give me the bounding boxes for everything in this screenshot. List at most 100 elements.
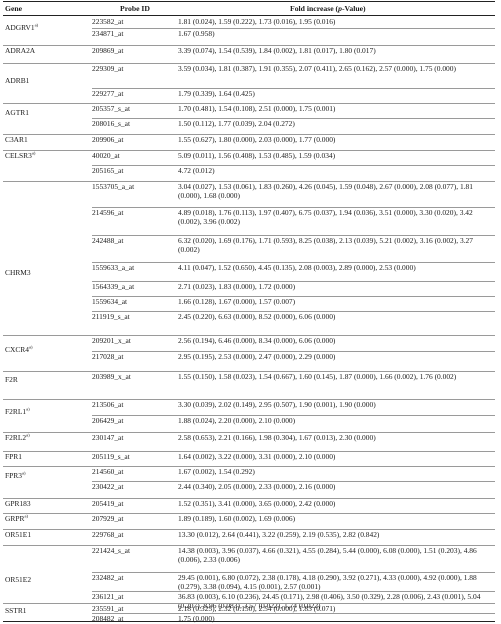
fold-increase-cell: 4.11 (0.047), 1.52 (0.650), 4.45 (0.135)… [178, 263, 416, 272]
fold-increase-cell: 1.64 (0.002), 3.22 (0.000), 3.31 (0.000)… [178, 452, 336, 461]
fold-increase-cell: 1.67 (0.002), 1.54 (0.292) [178, 467, 255, 476]
gene-separator [3, 399, 495, 400]
fold-increase-cell: 1.81 (0.024), 1.59 (0.222), 1.73 (0.016)… [178, 17, 336, 26]
fold-increase-cell: 2.44 (0.340), 2.05 (0.000), 2.33 (0.000)… [178, 482, 336, 491]
probe-id-cell: 203989_x_at [92, 372, 131, 381]
gene-name-cell: F2RL2a) [5, 432, 30, 442]
fold-increase-cell: 1.55 (0.627), 1.80 (0.000), 2.03 (0.000)… [178, 135, 336, 144]
probe-separator [92, 262, 495, 263]
fold-increase-cell: 3.30 (0.039), 2.02 (0.149), 2.95 (0.507)… [178, 400, 376, 409]
probe-id-cell: 214596_at [92, 208, 124, 217]
fold-increase-cell: 3.39 (0.074), 1.54 (0.539), 1.84 (0.002)… [178, 46, 376, 55]
fold-increase-cell: 1.79 (0.339), 1.64 (0.425) [178, 89, 255, 98]
probe-id-cell: 208016_s_at [92, 119, 131, 128]
fold-increase-cell: 1.55 (0.150), 1.58 (0.023), 1.54 (0.667)… [178, 372, 457, 381]
probe-separator [92, 281, 495, 282]
probe-id-cell: 1564339_a_at [92, 282, 135, 291]
gene-name-cell: C3AR1 [5, 135, 28, 144]
probe-separator [92, 165, 495, 166]
probe-id-cell: 234871_at [92, 29, 124, 38]
gene-name-cell: GRPRa) [5, 513, 29, 523]
fold-increase-cell: 4.89 (0.018), 1.76 (0.113), 1.97 (0.407)… [178, 208, 473, 226]
probe-separator [92, 118, 495, 119]
probe-separator [92, 235, 495, 236]
probe-id-cell: 223582_at [92, 17, 124, 26]
fold-increase-cell: 2.18 (0.325), 2.32 (0.150), 2.54 (0.000)… [178, 604, 336, 613]
fold-increase-cell: 1.70 (0.481), 1.54 (0.108), 2.51 (0.000)… [178, 104, 336, 113]
gene-separator [3, 466, 495, 467]
gene-separator [3, 63, 495, 64]
fold-increase-cell: 6.32 (0.020), 1.69 (0.176), 1.71 (0.593)… [178, 236, 473, 254]
fold-increase-cell: 1.88 (0.024), 2.20 (0.000), 2.10 (0.000) [178, 416, 296, 425]
probe-separator [92, 415, 495, 416]
probe-id-cell: 209201_x_at [92, 336, 131, 345]
gene-name-cell: CELSR3a) [5, 150, 36, 160]
fold-increase-cell: 1.66 (0.128), 1.67 (0.000), 1.57 (0.007) [178, 297, 296, 306]
gene-separator [3, 45, 495, 46]
fold-increase-cell: 1.52 (0.351), 3.41 (0.000), 3.65 (0.000)… [178, 499, 336, 508]
probe-separator [92, 613, 495, 614]
gene-name-cell: GPR183 [5, 499, 31, 508]
gene-separator [3, 529, 495, 530]
probe-separator [92, 88, 495, 89]
probe-separator [92, 572, 495, 573]
fold-column-header: Fold increase (p-Value) [290, 4, 366, 13]
probe-id-cell: 221424_s_at [92, 546, 131, 555]
fold-increase-cell: 5.09 (0.011), 1.56 (0.408), 1.53 (0.485)… [178, 151, 336, 160]
probe-id-cell: 209869_at [92, 46, 124, 55]
probe-id-cell: 207929_at [92, 514, 124, 523]
gene-name-cell: ADRB1 [5, 76, 30, 85]
probe-id-cell: 242488_at [92, 236, 124, 245]
probe-id-cell: 230147_at [92, 433, 124, 442]
fold-increase-cell: 2.95 (0.195), 2.53 (0.000), 2.47 (0.000)… [178, 352, 336, 361]
fold-increase-cell: 13.30 (0.012), 2.64 (0.441), 3.22 (0.259… [178, 530, 380, 539]
gene-separator [3, 545, 495, 546]
fold-increase-cell: 14.38 (0.003), 3.96 (0.037), 4.66 (0.321… [178, 546, 477, 564]
probe-separator [92, 591, 495, 592]
probe-id-cell: 205165_at [92, 166, 124, 175]
probe-id-cell: 1559634_at [92, 297, 128, 306]
probe-id-cell: 211919_s_at [92, 312, 130, 321]
probe-separator [92, 207, 495, 208]
gene-separator [3, 181, 495, 182]
fold-increase-cell: 2.56 (0.194), 6.46 (0.000), 8.34 (0.000)… [178, 336, 336, 345]
gene-separator [3, 335, 495, 336]
fold-increase-cell: 2.45 (0.220), 6.63 (0.000), 8.52 (0.000)… [178, 312, 336, 321]
probe-separator [92, 481, 495, 482]
probe-separator [92, 296, 495, 297]
fold-increase-cell: 3.59 (0.034), 1.81 (0.387), 1.91 (0.355)… [178, 64, 456, 73]
table-top-rule [3, 1, 495, 2]
fold-increase-cell: 1.50 (0.112), 1.77 (0.039), 2.04 (0.272) [178, 119, 295, 128]
gene-name-cell: F2RL1a) [5, 406, 30, 416]
gene-separator [3, 134, 495, 135]
gene-name-cell: ADGRV1a) [5, 22, 39, 32]
fold-increase-cell: 2.58 (0.653), 2.21 (0.166), 1.98 (0.304)… [178, 433, 376, 442]
gene-name-cell: FPR3a) [5, 470, 26, 480]
probe-id-cell: 205357_s_at [92, 104, 131, 113]
gene-separator [3, 451, 495, 452]
fold-increase-cell: 4.72 (0.012) [178, 166, 215, 175]
probe-id-cell: 230422_at [92, 482, 124, 491]
probe-id-cell: 214560_at [92, 467, 124, 476]
gene-name-cell: F2R [5, 375, 18, 384]
probe-id-cell: 236121_at [92, 592, 124, 601]
probe-id-cell: 205119_s_at [92, 452, 130, 461]
gene-name-cell: CXCR4a) [5, 344, 33, 354]
probe-id-cell: 208482_at [92, 614, 124, 623]
gene-name-cell: CHRM3 [5, 268, 31, 277]
gene-separator [3, 513, 495, 514]
gene-separator [3, 498, 495, 499]
fold-increase-cell: 29.45 (0.001), 6.80 (0.072), 2.38 (0.178… [178, 573, 477, 591]
header-bottom-rule [3, 15, 495, 16]
probe-id-cell: 205419_at [92, 499, 124, 508]
gene-name-cell: AGTR1 [5, 108, 29, 117]
table-bottom-rule [3, 621, 495, 622]
gene-column-header: Gene [5, 4, 23, 13]
probe-id-cell: 229309_at [92, 64, 124, 73]
probe-id-cell: 1559633_a_at [92, 263, 135, 272]
probe-separator [92, 28, 495, 29]
probe-id-cell: 232482_at [92, 573, 124, 582]
probe-id-cell: 217028_at [92, 352, 124, 361]
gene-separator [3, 150, 495, 151]
